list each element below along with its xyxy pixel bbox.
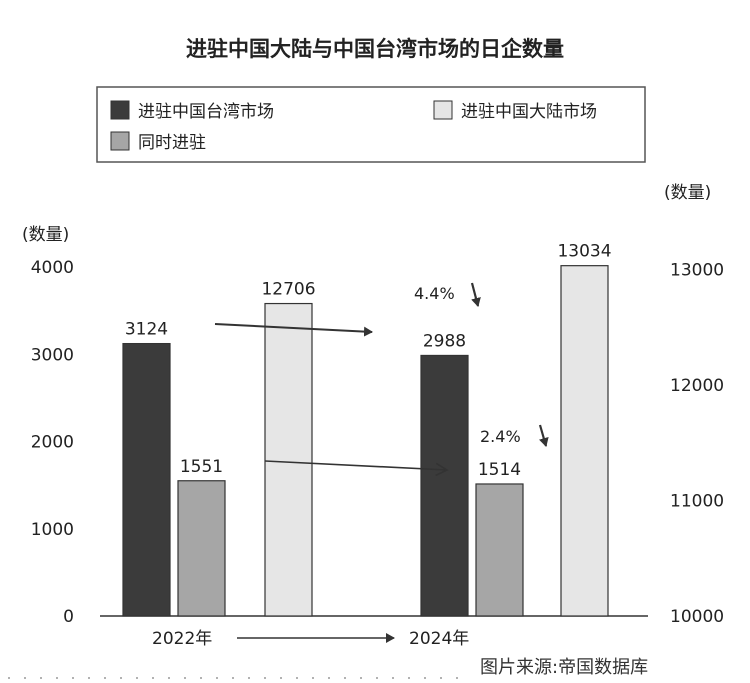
value-label-taiwan-0: 3124: [125, 320, 168, 340]
change-label-both: 2.4%: [480, 427, 521, 446]
legend-box: [96, 86, 646, 163]
left-axis-ticks: 0 1000 2000 3000 4000: [31, 258, 74, 627]
legend: 进驻中国台湾市场 同时进驻 进驻中国大陆市场: [96, 86, 646, 163]
right-tick-label: 11000: [670, 492, 724, 512]
right-axis-ticks: 10000 11000 12000 13000: [670, 261, 724, 627]
legend-label-taiwan: 进驻中国台湾市场: [138, 102, 274, 122]
right-axis-label: (数量): [664, 183, 711, 203]
right-tick-label: 13000: [670, 261, 724, 281]
right-tick-label: 12000: [670, 376, 724, 396]
left-tick-label: 3000: [31, 345, 74, 365]
left-tick-label: 4000: [31, 258, 74, 278]
value-label-both-1: 1514: [478, 460, 521, 480]
bar-both-1: [475, 483, 524, 617]
down-arrow-both: [538, 424, 549, 447]
bar-taiwan-1: [420, 354, 469, 617]
legend-label-both: 同时进驻: [138, 133, 206, 153]
legend-label-mainland: 进驻中国大陆市场: [461, 102, 597, 122]
left-axis-label: (数量): [22, 225, 69, 245]
bar-taiwan-0: [122, 342, 171, 617]
left-tick-label: 1000: [31, 520, 74, 540]
trend-arrow-taiwan: [214, 323, 373, 337]
left-tick-label: 2000: [31, 433, 74, 453]
bar-both-0: [177, 480, 226, 617]
x-label-2022: 2022年: [152, 629, 212, 649]
legend-swatch-taiwan: [110, 100, 130, 120]
x-label-2024: 2024年: [409, 629, 469, 649]
trend-arrow-both: [264, 460, 449, 477]
change-label-taiwan: 4.4%: [414, 284, 455, 303]
chart-title: 进驻中国大陆与中国台湾市场的日企数量: [186, 37, 564, 61]
bar-mainland-0: [264, 302, 313, 617]
value-label-both-0: 1551: [180, 457, 223, 477]
legend-swatch-both: [110, 131, 130, 151]
left-tick-label: 0: [63, 607, 74, 627]
legend-swatch-mainland: [433, 100, 453, 120]
right-tick-label: 10000: [670, 607, 724, 627]
bars: [122, 265, 609, 617]
value-labels: 3124 2988 1551 1514 12706 13034: [125, 242, 612, 480]
value-label-mainland-0: 12706: [261, 280, 315, 300]
down-arrow-taiwan: [470, 282, 481, 307]
bar-mainland-1: [560, 265, 609, 617]
value-label-mainland-1: 13034: [557, 242, 611, 262]
source-caption: 图片来源:帝国数据库: [480, 657, 648, 678]
value-label-taiwan-1: 2988: [423, 331, 466, 351]
